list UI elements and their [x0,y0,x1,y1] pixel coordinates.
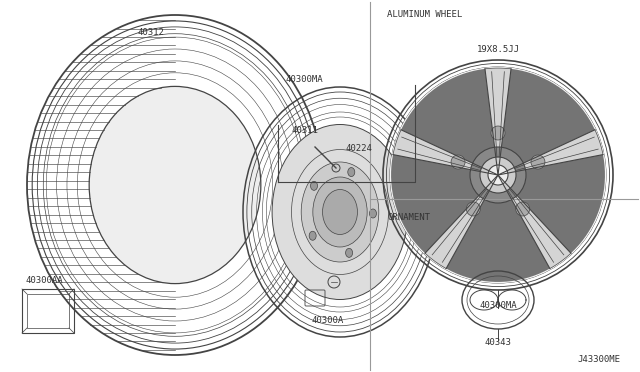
Text: 40312: 40312 [138,28,164,37]
Ellipse shape [348,167,355,177]
Ellipse shape [369,209,376,218]
Polygon shape [391,155,498,253]
Polygon shape [485,68,511,175]
Text: 40300AA: 40300AA [25,276,63,285]
Circle shape [480,157,516,193]
Polygon shape [393,130,498,175]
Circle shape [451,155,465,169]
Polygon shape [498,130,603,175]
Circle shape [491,126,505,140]
Ellipse shape [309,231,316,240]
Text: ALUMINUM WHEEL: ALUMINUM WHEEL [387,10,462,19]
Ellipse shape [323,189,358,234]
Ellipse shape [272,125,408,299]
Circle shape [516,202,530,216]
Polygon shape [446,175,550,282]
Polygon shape [498,155,605,253]
Text: 40300A: 40300A [312,316,344,325]
Text: 40343: 40343 [484,338,511,347]
Ellipse shape [89,86,261,283]
Text: 40224: 40224 [345,144,372,153]
Polygon shape [498,69,595,175]
Ellipse shape [313,177,367,247]
Circle shape [467,202,480,216]
Circle shape [488,165,508,185]
Text: 40300MA: 40300MA [285,75,323,84]
Polygon shape [401,69,498,175]
Text: 40300MA: 40300MA [479,301,517,310]
Text: 19X8.5JJ: 19X8.5JJ [477,45,520,54]
Polygon shape [425,175,498,269]
Circle shape [390,67,606,283]
Ellipse shape [310,181,317,190]
Bar [22,289,74,333]
Polygon shape [498,175,571,269]
Ellipse shape [346,248,353,257]
Circle shape [470,147,526,203]
Ellipse shape [301,162,379,262]
Circle shape [531,155,545,169]
Bar [27,294,69,328]
Text: J43300ME: J43300ME [577,355,620,364]
Text: 40311: 40311 [292,126,319,135]
Text: ORNAMENT: ORNAMENT [387,213,430,222]
